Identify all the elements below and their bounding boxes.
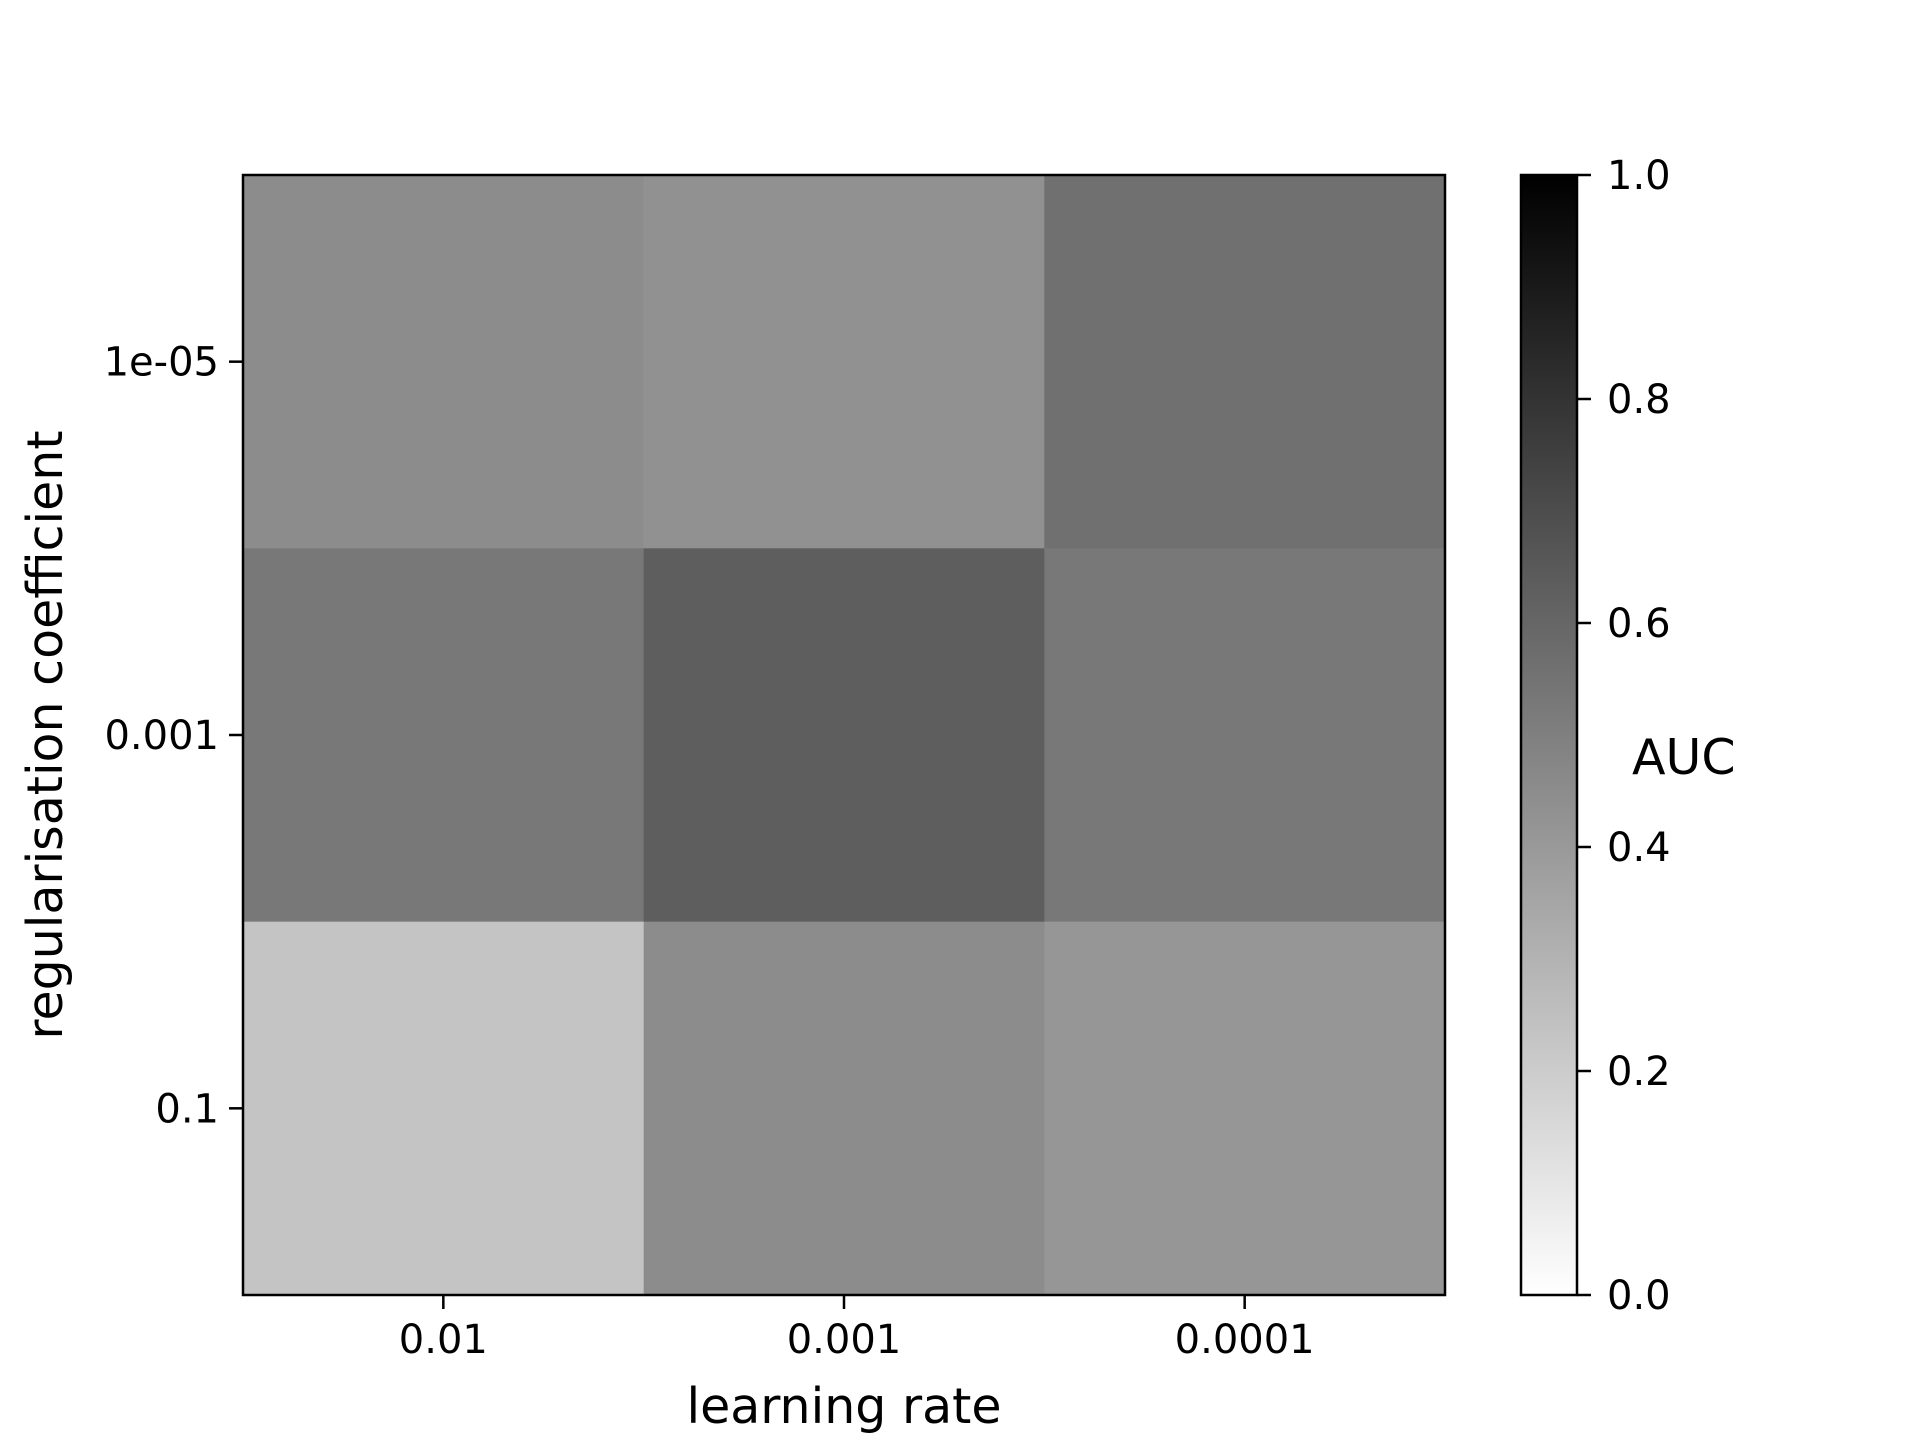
colorbar-label: AUC (1632, 729, 1736, 786)
heatmap-cell (1044, 175, 1446, 549)
heatmap-cell (243, 921, 645, 1296)
heatmap-cell (1044, 548, 1446, 923)
x-tick-label: 0.01 (399, 1317, 488, 1363)
heatmap-cell (643, 175, 1045, 549)
heatmap-cell (643, 921, 1045, 1296)
y-tick-label: 0.001 (104, 713, 219, 759)
colorbar-tick-label: 0.0 (1607, 1273, 1671, 1319)
heatmap-cell (643, 548, 1045, 923)
colorbar (1519, 173, 1579, 1297)
colorbar-tick-label: 0.8 (1607, 377, 1671, 423)
x-tick-label: 0.0001 (1175, 1317, 1315, 1363)
colorbar-tick-label: 1.0 (1607, 153, 1671, 199)
heatmap-cell (1044, 921, 1446, 1296)
colorbar-tick-label: 0.6 (1607, 601, 1671, 647)
colorbar-axis: 0.0 0.2 0.4 0.6 0.8 1.0 (1577, 153, 1671, 1319)
heatmap-cell (243, 548, 645, 923)
x-tick-label: 0.001 (787, 1317, 902, 1363)
y-axis-title: regularisation coefficient (17, 430, 74, 1039)
y-tick-label: 0.1 (155, 1086, 219, 1132)
y-tick-label: 1e-05 (104, 340, 219, 386)
x-axis: 0.01 0.001 0.0001 (399, 1295, 1315, 1363)
heatmap-cell (243, 175, 645, 549)
y-axis: 1e-05 0.001 0.1 (104, 340, 243, 1132)
x-axis-title: learning rate (686, 1378, 1001, 1435)
colorbar-tick-label: 0.4 (1607, 825, 1671, 871)
colorbar-tick-label: 0.2 (1607, 1049, 1671, 1095)
heatmap-cells (243, 175, 1446, 1296)
